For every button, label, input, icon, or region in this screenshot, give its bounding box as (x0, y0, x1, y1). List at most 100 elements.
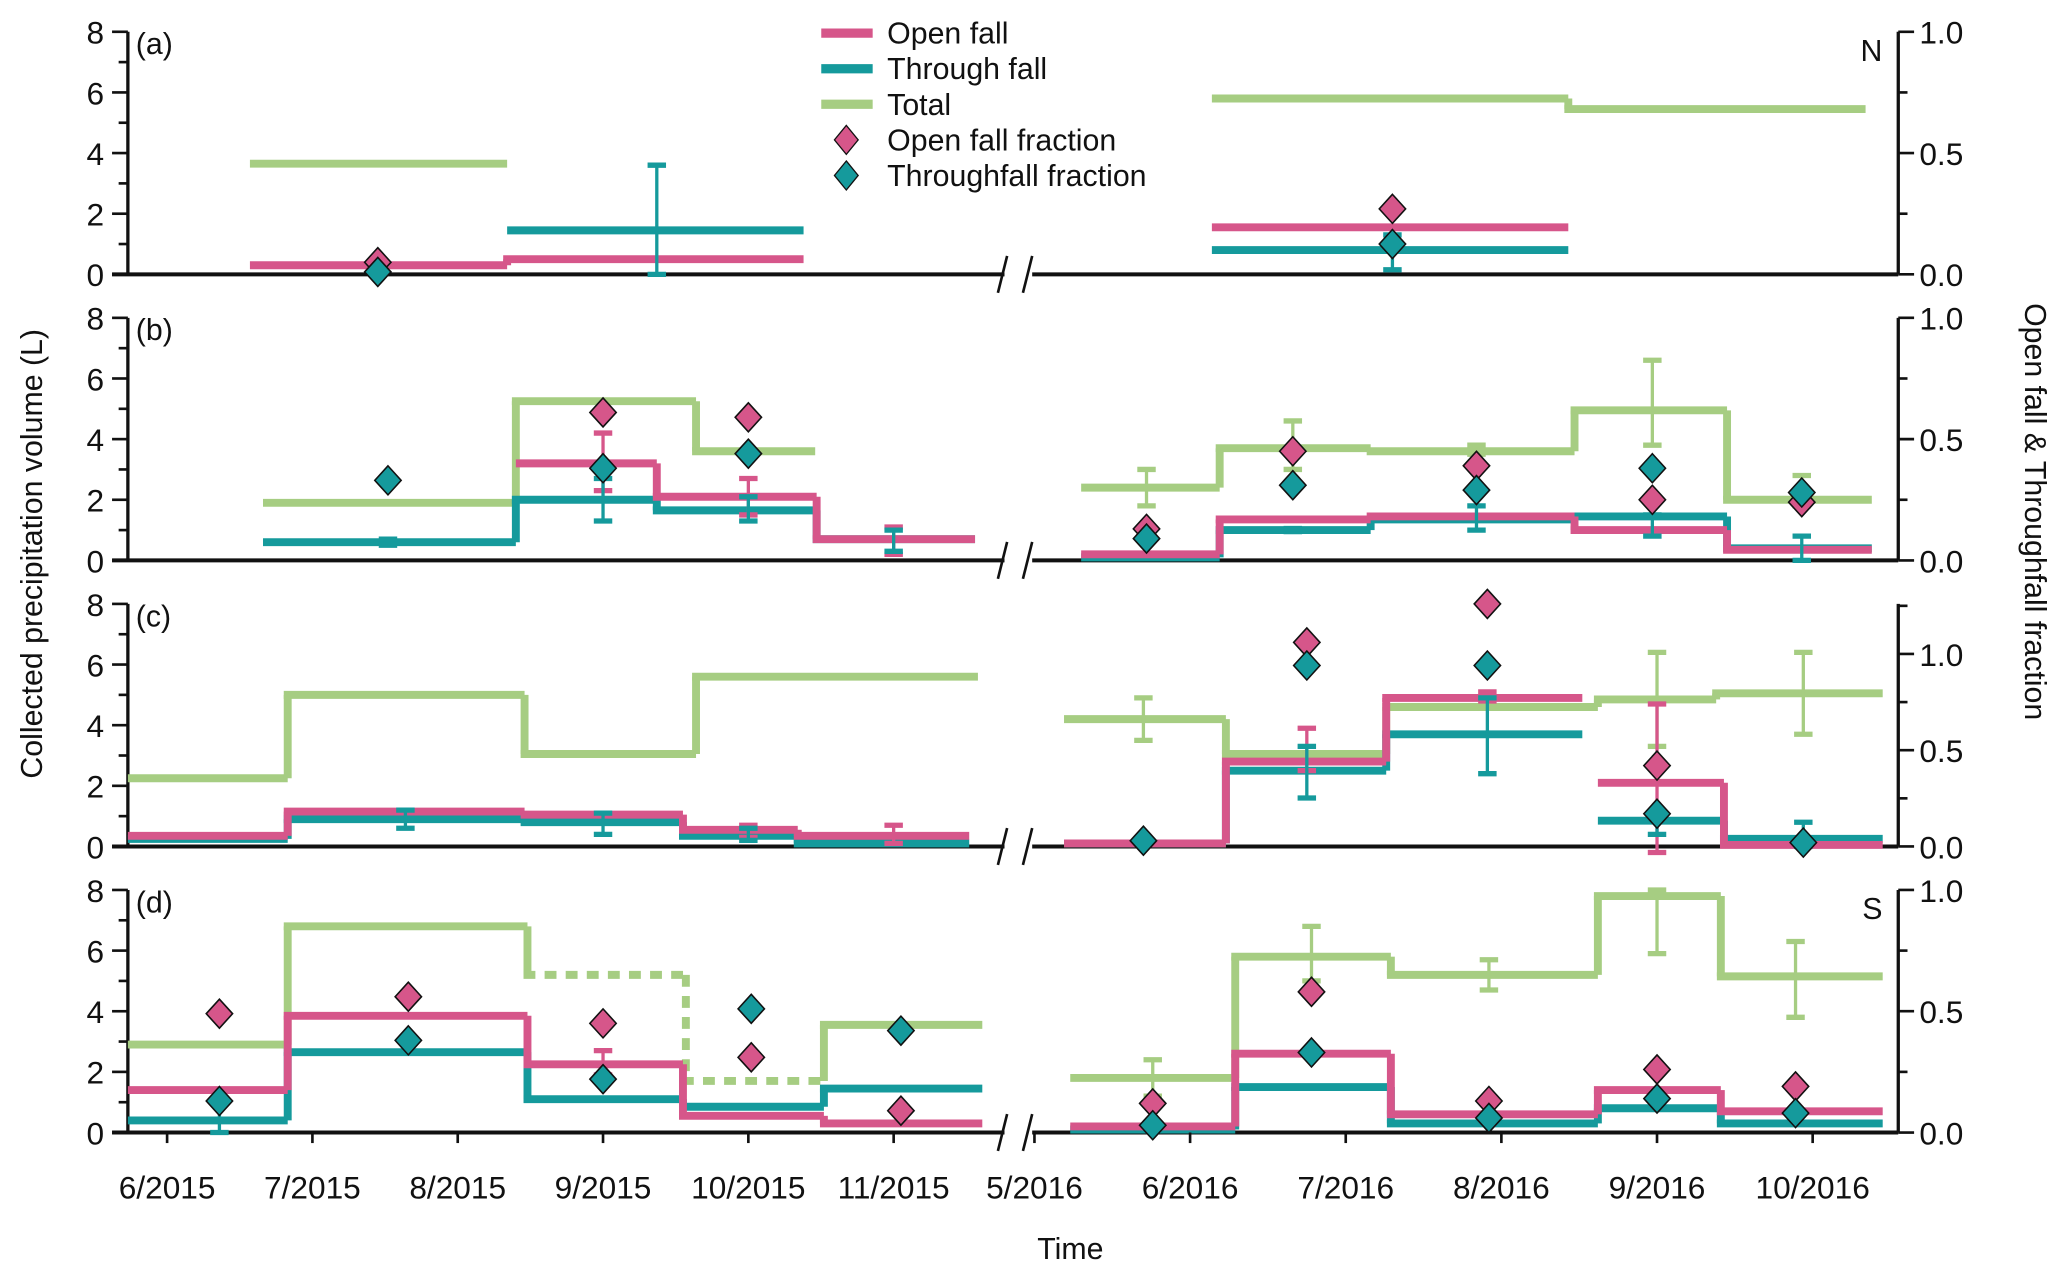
panel-c: 0 2 4 6 8 0.0 0.5 1.0 (c) (87, 587, 1964, 866)
y-tick-label: 4 (87, 136, 105, 172)
open-frac-marker (1378, 193, 1407, 225)
through-frac-marker (1462, 474, 1491, 506)
axis-break-mark (1021, 541, 1034, 580)
through-frac-marker (737, 993, 766, 1025)
panel-corner-label: N (1861, 35, 1883, 68)
y-tick-label: 0 (87, 543, 105, 579)
y-tick-label: 4 (87, 994, 105, 1030)
axis-break-mark (1021, 1113, 1034, 1152)
through-frac-marker (1278, 469, 1308, 501)
through-error-bar (396, 807, 415, 831)
y2-tick-label: 0.5 (1919, 994, 1963, 1030)
open-frac-marker (737, 1041, 766, 1074)
open-error-bar (884, 822, 903, 847)
y-tick-label: 6 (87, 75, 105, 111)
open-frac-marker (588, 396, 618, 429)
through-frac-marker (588, 452, 618, 484)
open-frac-marker (734, 401, 763, 433)
y-tick-label: 4 (87, 708, 105, 744)
y-tick-label: 4 (87, 422, 105, 458)
y2-tick-label: 1.0 (1919, 637, 1963, 673)
total-error-bar (1647, 887, 1667, 957)
legend: Open fall Through fall Total Open fall f… (821, 18, 1147, 193)
through-frac-marker (1642, 1082, 1672, 1115)
total-error-bar (1643, 357, 1662, 448)
y2-tick-label: 0.5 (1919, 422, 1963, 458)
through-frac-marker (1638, 452, 1667, 484)
through-frac-marker (1132, 522, 1161, 555)
through-frac-marker (1129, 825, 1158, 857)
open-frac-marker (394, 981, 423, 1013)
y-tick-label: 0 (87, 1115, 105, 1151)
y2-tick-label: 0.5 (1919, 733, 1963, 769)
legend-label-throughfall-fraction: Throughfall fraction (887, 160, 1146, 193)
y2-tick-label: 1.0 (1919, 301, 1963, 337)
open-frac-marker (1781, 1070, 1810, 1103)
x-tick-label: 10/2016 (1755, 1169, 1869, 1205)
axis-break-mark (996, 1113, 1009, 1152)
x-tick-label: 8/2016 (1453, 1169, 1550, 1205)
total-error-bar (1786, 938, 1805, 1020)
legend-label-through-fall: Through fall (887, 53, 1047, 86)
legend-label-open-fall: Open fall (887, 18, 1008, 51)
through-frac-marker (373, 464, 403, 497)
through-frac-marker (205, 1085, 234, 1117)
total-error-bar (1479, 957, 1499, 993)
y2-tick-label: 0.0 (1919, 543, 1963, 579)
panel-label: (a) (136, 28, 173, 61)
y2-tick-label: 0.5 (1919, 136, 1963, 172)
axis-break-mark (1021, 827, 1034, 866)
x-tick-label: 6/2016 (1142, 1169, 1239, 1205)
through-error-bar (1792, 533, 1811, 564)
total-error-bar (1137, 466, 1156, 509)
open-frac-marker (1638, 484, 1667, 516)
y-tick-label: 8 (87, 15, 105, 51)
x-tick-label: 7/2016 (1297, 1169, 1394, 1205)
open-frac-marker (886, 1095, 916, 1127)
x-tick-label: 5/2016 (986, 1169, 1083, 1205)
through-error-bar (647, 162, 667, 277)
x-tick-label: 11/2015 (838, 1169, 950, 1205)
y-tick-label: 2 (87, 1055, 105, 1091)
through-error-bar (1297, 743, 1317, 801)
y-tick-label: 2 (87, 769, 105, 805)
x-tick-label: 7/2015 (264, 1169, 361, 1205)
y-tick-label: 8 (87, 587, 105, 623)
through-frac-marker (1642, 798, 1672, 830)
y-tick-label: 0 (87, 257, 105, 293)
y2-axis-title: Open fall & Throughfall fraction (2018, 303, 2051, 720)
legend-label-total: Total (887, 89, 951, 122)
through-error-bar (1478, 695, 1497, 777)
through-error-bar (739, 825, 758, 844)
axis-break-mark (1021, 255, 1034, 294)
y2-tick-label: 0.0 (1919, 257, 1963, 293)
x-tick-label: 6/2015 (119, 1169, 216, 1205)
panel-b: 0 2 4 6 8 0.0 0.5 1.0 (b) (87, 301, 1964, 580)
through-frac-marker (588, 1063, 618, 1095)
through-error-bar (593, 810, 613, 837)
through-frac-marker (734, 438, 763, 470)
through-frac-marker (1474, 1102, 1504, 1134)
open-frac-marker (1297, 976, 1326, 1008)
y-tick-label: 2 (87, 197, 105, 233)
y-tick-label: 6 (87, 933, 105, 969)
through-frac-marker (1781, 1097, 1810, 1129)
axis-break-mark (996, 541, 1009, 580)
panel-label: (b) (136, 314, 173, 347)
y2-tick-label: 0.0 (1919, 1115, 1963, 1151)
y-tick-label: 8 (87, 873, 105, 909)
open-frac-marker (588, 1007, 618, 1040)
panel-d: 0 2 4 6 8 0.0 0.5 1.0 (d) S (87, 873, 1964, 1152)
x-tick-label: 8/2015 (409, 1169, 506, 1205)
through-frac-marker (363, 256, 393, 288)
open-frac-marker (1473, 588, 1502, 620)
y-tick-label: 6 (87, 647, 105, 683)
through-error-bar (884, 527, 903, 554)
panel-label: (d) (136, 886, 173, 919)
through-frac-marker (1297, 1036, 1326, 1069)
y-tick-label: 6 (87, 361, 105, 397)
through-frac-marker (1292, 649, 1322, 682)
y-tick-label: 8 (87, 301, 105, 337)
through-frac-marker (1787, 476, 1817, 509)
